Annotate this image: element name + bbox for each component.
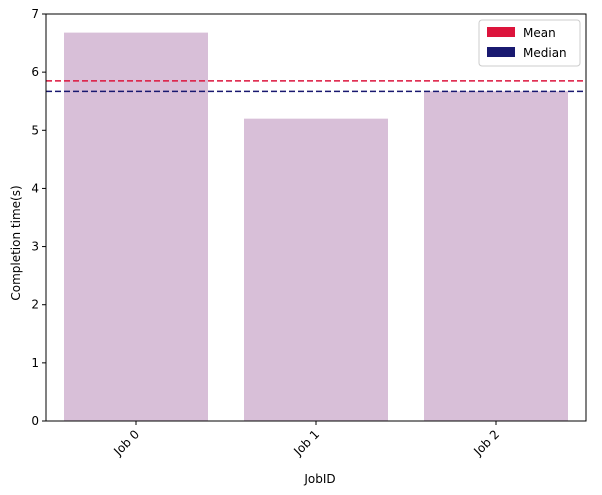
bar-job-1 bbox=[244, 118, 388, 422]
x-axis-label: JobID bbox=[303, 472, 335, 486]
bar-job-2 bbox=[424, 91, 568, 421]
x-tick-label: Job 2 bbox=[470, 427, 502, 459]
legend: Mean Median bbox=[478, 19, 581, 67]
legend-swatch-median bbox=[487, 47, 515, 57]
legend-swatch-mean bbox=[487, 27, 515, 37]
y-tick-label: 0 bbox=[31, 414, 39, 428]
bars-layer bbox=[64, 32, 568, 422]
legend-label-mean: Mean bbox=[523, 26, 556, 40]
y-tick-label: 1 bbox=[31, 356, 39, 370]
x-axis: Job 0 Job 1 Job 2 bbox=[110, 421, 502, 459]
bar-job-0 bbox=[64, 32, 208, 421]
y-tick-label: 2 bbox=[31, 298, 39, 312]
y-axis-label: Completion time(s) bbox=[9, 185, 23, 300]
y-tick-label: 5 bbox=[31, 123, 39, 137]
y-tick-label: 6 bbox=[31, 65, 39, 79]
y-tick-label: 3 bbox=[31, 240, 39, 254]
y-axis: 0 1 2 3 4 5 6 7 bbox=[31, 7, 46, 428]
y-tick-label: 4 bbox=[31, 181, 39, 195]
x-tick-label: Job 0 bbox=[110, 427, 142, 459]
reference-lines-layer bbox=[46, 80, 586, 93]
y-tick-label: 7 bbox=[31, 7, 39, 21]
x-tick-label: Job 1 bbox=[290, 427, 322, 459]
legend-label-median: Median bbox=[523, 46, 567, 60]
